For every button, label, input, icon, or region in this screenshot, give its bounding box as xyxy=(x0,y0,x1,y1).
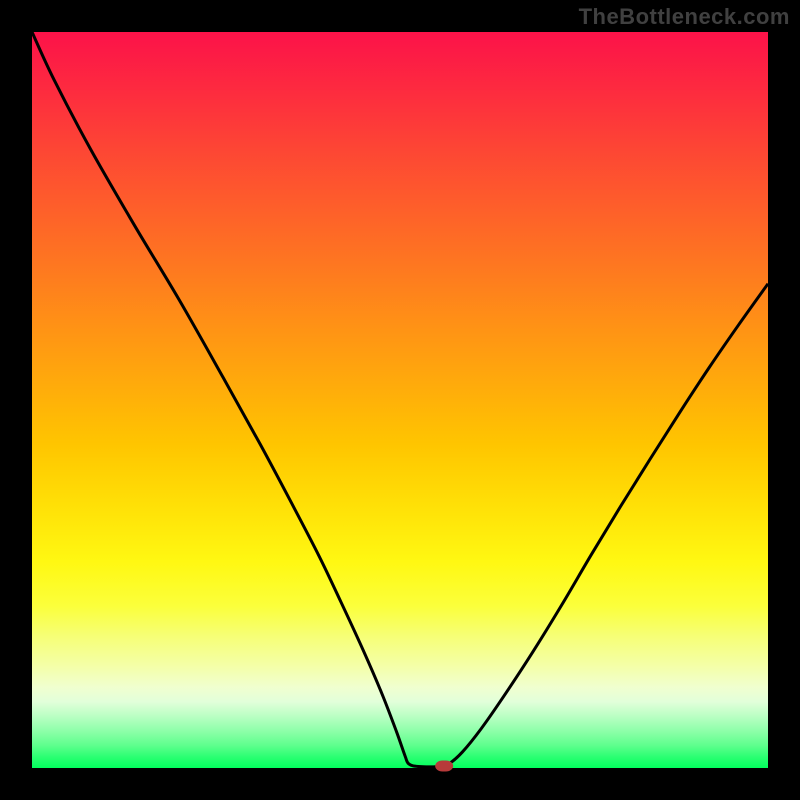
plot-area xyxy=(32,32,768,768)
watermark-text: TheBottleneck.com xyxy=(579,4,790,30)
optimal-point-marker xyxy=(435,760,453,771)
bottleneck-curve-svg xyxy=(32,32,768,768)
chart-frame: TheBottleneck.com xyxy=(0,0,800,800)
bottleneck-curve-path xyxy=(32,32,768,767)
